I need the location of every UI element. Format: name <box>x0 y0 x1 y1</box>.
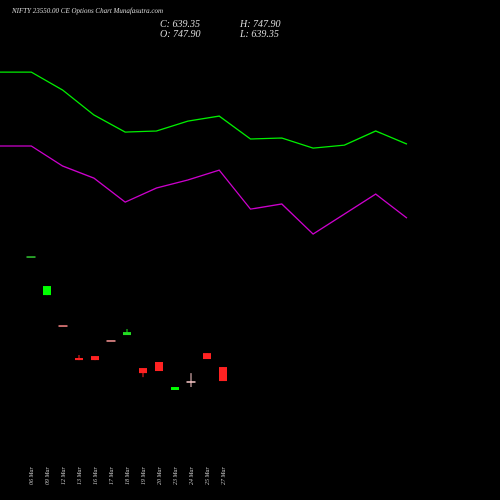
candle-body <box>155 362 163 372</box>
candle-body <box>219 367 227 382</box>
x-tick-label: 06 Mar <box>29 467 35 485</box>
x-tick-label: 17 Mar <box>109 467 115 485</box>
candle-body <box>75 358 83 361</box>
open-label: O: 747.90 <box>160 29 201 40</box>
candle-body <box>43 286 51 296</box>
chart-title: NIFTY 23550.00 CE Options Chart Munafasu… <box>11 7 163 15</box>
candle-body <box>139 368 147 374</box>
x-tick-label: 09 Mar <box>45 467 51 485</box>
low-label: L: 639.35 <box>239 29 279 40</box>
close-label: C: 639.35 <box>160 19 200 30</box>
x-tick-label: 13 Mar <box>77 467 83 485</box>
high-label: H: 747.90 <box>239 19 281 30</box>
candle-body <box>186 381 196 383</box>
x-tick-label: 20 Mar <box>157 467 163 485</box>
candle-body <box>123 332 131 336</box>
x-tick-label: 25 Mar <box>205 467 211 485</box>
x-tick-label: 23 Mar <box>173 467 179 485</box>
candle-body <box>171 387 179 390</box>
indicator-line <box>0 145 408 235</box>
x-tick-label: 12 Mar <box>61 467 67 485</box>
candle-body <box>58 325 68 327</box>
x-tick-label: 24 Mar <box>188 467 195 485</box>
x-tick-label: 19 Mar <box>141 467 147 485</box>
candle-body <box>203 353 211 360</box>
candle-body <box>26 256 36 258</box>
x-tick-label: 18 Mar <box>125 467 131 485</box>
candle-body <box>91 356 99 361</box>
candle-body <box>106 340 116 342</box>
x-tick-label: 16 Mar <box>93 467 99 485</box>
indicator-line <box>0 71 408 149</box>
x-tick-label: 27 Mar <box>221 467 227 485</box>
